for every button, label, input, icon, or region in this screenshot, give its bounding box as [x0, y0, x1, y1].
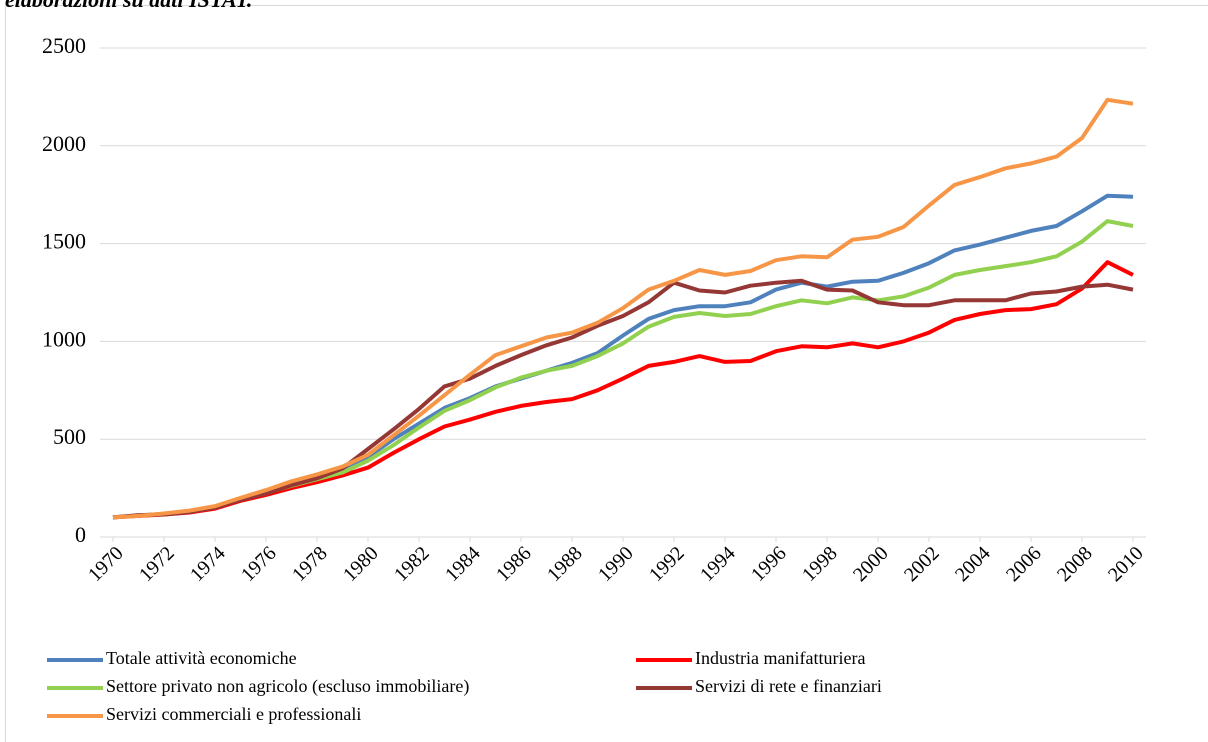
x-tick-label: 1998: [798, 542, 842, 586]
x-tick-label: 1986: [492, 542, 536, 586]
series-line: [112, 260, 1134, 520]
x-tick-label: 1992: [645, 542, 689, 586]
x-tick-label: 2010: [1104, 542, 1148, 586]
x-tick-label: 1988: [543, 542, 587, 586]
x-tick-label: 2004: [951, 542, 995, 586]
legend-label: Settore privato non agricolo (escluso im…: [106, 676, 469, 697]
x-tick-label: 1996: [747, 542, 791, 586]
y-tick-label: 2000: [42, 131, 86, 156]
x-tick-label: 1972: [135, 542, 179, 586]
x-tick-label: 1994: [696, 542, 740, 586]
y-tick-label: 0: [75, 522, 86, 547]
x-tick-label: 2006: [1002, 542, 1046, 586]
x-tick-label: 2000: [849, 542, 893, 586]
y-tick-label: 1000: [42, 326, 86, 351]
x-tick-label: 1974: [186, 542, 230, 586]
y-tick-label: 1500: [42, 229, 86, 254]
x-tick-label: 1970: [84, 542, 128, 586]
legend-label: Totale attività economiche: [106, 648, 297, 668]
legend-label: Servizi di rete e finanziari: [695, 676, 882, 696]
x-tick-label: 2008: [1053, 542, 1097, 586]
chart-title: elaborazioni su dati ISTAT.: [5, 0, 252, 12]
series-line: [112, 278, 1134, 520]
x-tick-label: 1976: [237, 542, 281, 586]
series-line: [112, 97, 1134, 520]
series-line: [112, 219, 1134, 520]
y-tick-label: 2500: [42, 33, 86, 58]
x-tick-label: 1980: [339, 542, 383, 586]
x-tick-label: 1990: [594, 542, 638, 586]
x-tick-label: 1978: [288, 542, 332, 586]
legend-label: Industria manifatturiera: [695, 648, 865, 668]
x-tick-label: 2002: [900, 542, 944, 586]
y-tick-label: 500: [53, 424, 86, 449]
x-tick-label: 1984: [441, 542, 485, 586]
x-tick-label: 1982: [390, 542, 434, 586]
legend-label: Servizi commerciali e professionali: [106, 704, 361, 724]
